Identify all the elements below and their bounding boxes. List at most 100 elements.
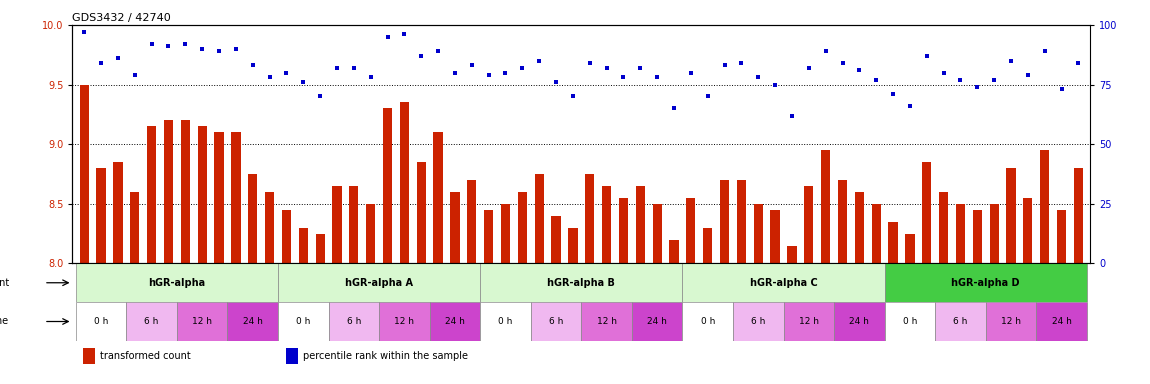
Text: agent: agent (0, 278, 9, 288)
Point (294, 79, 313, 85)
Point (260, 74, 278, 81)
Text: GSM154295: GSM154295 (588, 264, 592, 300)
Text: GSM154261: GSM154261 (115, 264, 121, 300)
Text: GSM154275: GSM154275 (150, 264, 154, 300)
Text: GSM154273: GSM154273 (925, 264, 929, 300)
Bar (329, 302, 380, 341)
Text: hGR-alpha B: hGR-alpha B (547, 278, 615, 288)
Text: GSM154267: GSM154267 (520, 264, 524, 300)
Bar (177, 302, 228, 341)
Text: GSM154306: GSM154306 (267, 264, 273, 300)
Point (277, 70, 296, 76)
Bar (669, 240, 678, 263)
Text: GSM154312: GSM154312 (672, 264, 676, 300)
Text: GSM154286: GSM154286 (941, 264, 946, 300)
Text: GSM154318: GSM154318 (1076, 264, 1081, 300)
Point (900, 103, 919, 109)
Text: GSM154280: GSM154280 (537, 264, 542, 300)
Bar (720, 180, 729, 263)
Text: GSM154284: GSM154284 (756, 264, 761, 300)
Point (429, 48, 447, 54)
Bar (130, 192, 139, 263)
Bar (551, 216, 561, 263)
Bar (380, 302, 430, 341)
Point (396, 31, 414, 38)
Bar (535, 174, 544, 263)
Text: 0 h: 0 h (700, 317, 715, 326)
Text: GSM154315: GSM154315 (874, 264, 879, 300)
Bar (1006, 168, 1015, 263)
Bar (264, 192, 274, 263)
Point (412, 53, 430, 59)
Text: GSM154316: GSM154316 (1042, 264, 1048, 300)
Text: 12 h: 12 h (192, 317, 213, 326)
Bar (163, 120, 174, 263)
Bar (889, 222, 898, 263)
Point (1035, 48, 1053, 54)
Text: transformed count: transformed count (100, 351, 191, 361)
Point (143, 41, 161, 47)
Text: GSM154262: GSM154262 (284, 264, 289, 300)
Point (951, 77, 969, 83)
Text: GSM154276: GSM154276 (166, 264, 171, 300)
Bar (989, 204, 999, 263)
Point (462, 63, 481, 69)
Bar (501, 204, 511, 263)
Text: GSM154279: GSM154279 (368, 264, 374, 300)
Text: GSM154268: GSM154268 (689, 264, 693, 300)
Text: GSM154304: GSM154304 (233, 264, 238, 300)
Point (715, 63, 734, 69)
Text: GSM154291: GSM154291 (216, 264, 222, 300)
Point (345, 65, 363, 71)
Bar (581, 302, 631, 341)
Text: 12 h: 12 h (799, 317, 819, 326)
Bar (834, 302, 884, 341)
Text: GSM154313: GSM154313 (840, 264, 845, 300)
Point (698, 93, 716, 99)
Text: 24 h: 24 h (1051, 317, 1072, 326)
Bar (315, 233, 324, 263)
Bar (737, 180, 746, 263)
Point (1002, 58, 1020, 64)
Text: GSM154283: GSM154283 (739, 264, 744, 300)
Bar (938, 192, 949, 263)
Point (984, 77, 1003, 83)
Text: GSM154264: GSM154264 (317, 264, 323, 300)
Bar (366, 204, 375, 263)
Text: GDS3432 / 42740: GDS3432 / 42740 (72, 13, 171, 23)
Text: GSM154282: GSM154282 (570, 264, 575, 300)
Bar (531, 302, 581, 341)
Bar (956, 204, 965, 263)
Point (597, 65, 615, 71)
Text: GSM154266: GSM154266 (503, 264, 508, 300)
Text: GSM154293: GSM154293 (401, 264, 407, 300)
Bar (1057, 210, 1066, 263)
Text: GSM154297: GSM154297 (621, 264, 626, 300)
Text: GSM154307: GSM154307 (436, 264, 440, 300)
Point (749, 74, 767, 81)
Text: GSM154289: GSM154289 (183, 264, 187, 300)
Text: GSM154270: GSM154270 (722, 264, 727, 300)
Text: 24 h: 24 h (445, 317, 465, 326)
Bar (935, 302, 986, 341)
Text: GSM154294: GSM154294 (419, 264, 423, 300)
Bar (884, 263, 1087, 302)
Text: GSM154278: GSM154278 (352, 264, 356, 300)
Bar (783, 302, 834, 341)
Text: time: time (0, 316, 9, 326)
Text: GSM154308: GSM154308 (452, 264, 458, 300)
Text: GSM154305: GSM154305 (251, 264, 255, 300)
Text: GSM154310: GSM154310 (638, 264, 643, 300)
Text: 6 h: 6 h (549, 317, 564, 326)
Bar (986, 302, 1036, 341)
Text: GSM154300: GSM154300 (823, 264, 828, 300)
Point (867, 77, 886, 83)
Bar (1074, 168, 1083, 263)
Text: GSM154263: GSM154263 (301, 264, 306, 300)
Bar (332, 186, 342, 263)
Text: 6 h: 6 h (145, 317, 159, 326)
Bar (585, 174, 595, 263)
Text: GSM154260: GSM154260 (99, 264, 104, 300)
Bar (451, 192, 460, 263)
Point (193, 46, 212, 52)
